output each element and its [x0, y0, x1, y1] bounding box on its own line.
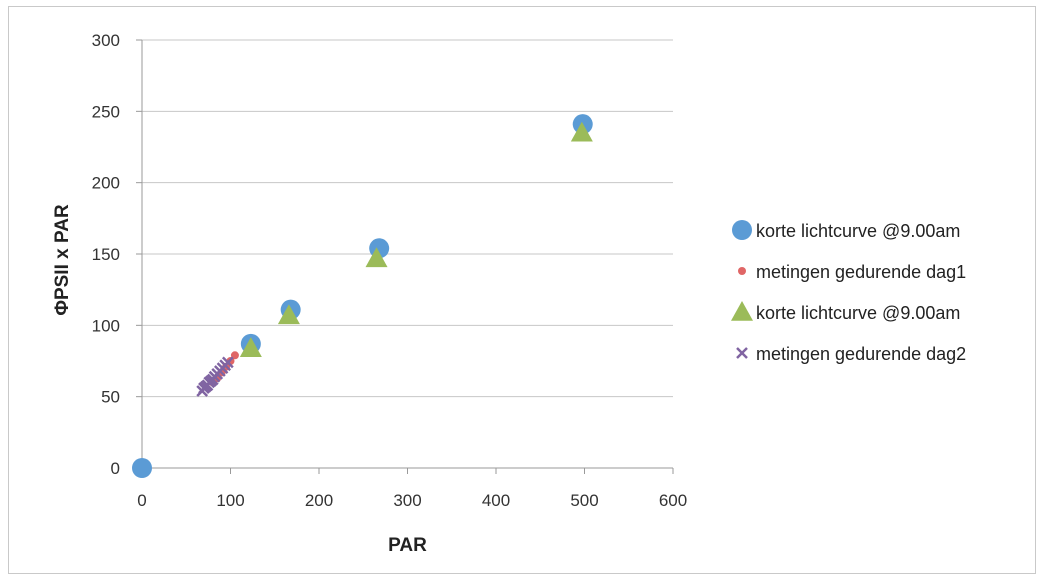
- legend-entry-2: korte lichtcurve @9.00am: [731, 301, 960, 323]
- legend-label-0: korte lichtcurve @9.00am: [756, 221, 960, 241]
- y-tick-label-1: 50: [101, 388, 120, 407]
- legend-entry-3: metingen gedurende dag2: [736, 344, 966, 364]
- legend-marker-3: [736, 347, 748, 359]
- series-2-point-2: [365, 247, 388, 268]
- y-tick-label-4: 200: [92, 174, 120, 193]
- x-marker-stroke-b: [736, 347, 748, 359]
- series-2: [239, 121, 593, 357]
- legend-entry-1: metingen gedurende dag1: [738, 262, 966, 282]
- y-tick-label-5: 250: [92, 102, 120, 121]
- y-tick-label-3: 150: [92, 245, 120, 264]
- chart-frame: [8, 6, 1036, 574]
- series-3-point-12: [221, 356, 234, 369]
- x-tick-label-5: 500: [570, 491, 598, 510]
- x-tick-label-2: 200: [305, 491, 333, 510]
- series-0-point-0: [132, 458, 152, 478]
- x-tick-label-3: 300: [393, 491, 421, 510]
- legend-marker-0: [732, 220, 752, 240]
- series-3: [196, 356, 234, 397]
- series-2-point-1: [277, 304, 300, 325]
- legend-label-2: korte lichtcurve @9.00am: [756, 303, 960, 323]
- y-tick-label-6: 300: [92, 31, 120, 50]
- x-tick-label-1: 100: [216, 491, 244, 510]
- x-tick-label-0: 0: [137, 491, 146, 510]
- legend-label-3: metingen gedurende dag2: [756, 344, 966, 364]
- x-tick-label-6: 600: [659, 491, 687, 510]
- x-marker-stroke-b: [221, 356, 234, 369]
- series-2-point-0: [239, 337, 262, 357]
- x-tick-label-4: 400: [482, 491, 510, 510]
- y-tick-label-0: 0: [111, 459, 120, 478]
- legend-marker-2: [731, 301, 753, 321]
- series-1-point-6: [230, 351, 239, 360]
- y-tick-label-2: 100: [92, 316, 120, 335]
- series-0: [132, 114, 593, 478]
- series-2-point-3: [570, 121, 593, 142]
- legend-marker-1: [738, 267, 746, 275]
- legend-label-1: metingen gedurende dag1: [756, 262, 966, 282]
- y-axis-title: ΦPSII x PAR: [52, 204, 73, 316]
- legend-entry-0: korte lichtcurve @9.00am: [732, 220, 960, 241]
- x-axis-title: PAR: [388, 535, 427, 556]
